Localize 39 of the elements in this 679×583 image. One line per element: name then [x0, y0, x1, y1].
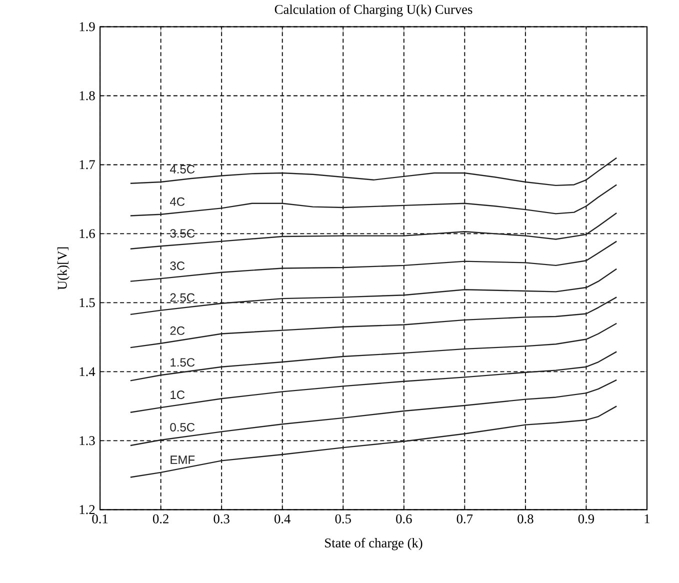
line-series [130, 351, 618, 413]
series-label: 1.5C [170, 358, 195, 367]
series-label: 2.5C [170, 293, 195, 302]
x-tick-label: 0.4 [274, 514, 290, 524]
y-tick-label: 1.6 [80, 229, 95, 238]
x-tick-label: 0.7 [456, 514, 473, 524]
x-tick-label: 0.9 [578, 514, 594, 524]
x-tick-label: 0.1 [92, 514, 108, 524]
y-tick-label: 1.5 [80, 298, 95, 308]
line-series [130, 157, 618, 186]
series-label: 1C [170, 390, 185, 400]
series-label: 4C [170, 197, 185, 206]
line-series [130, 240, 618, 282]
x-tick-label: 1 [644, 514, 650, 524]
y-axis-title: U(k)[V] [57, 247, 70, 290]
y-tick-label: 1.8 [80, 91, 95, 100]
series-label: 3.5C [170, 229, 195, 238]
y-tick-label: 1.9 [80, 22, 95, 32]
y-tick-label: 1.7 [80, 160, 95, 170]
chart-title: Calculation of Charging U(k) Curves [274, 4, 472, 17]
series-label: 3C [170, 262, 185, 270]
line-series [130, 184, 618, 216]
x-tick-label: 0.2 [152, 514, 168, 524]
x-tick-label: 0.3 [214, 514, 230, 524]
x-tick-label: 0.6 [396, 514, 412, 524]
x-axis-title: State of charge (k) [325, 538, 422, 550]
series-label: 0.5C [170, 422, 195, 432]
line-series [130, 322, 618, 382]
line-series [130, 212, 618, 250]
x-tick-label: 0.8 [518, 514, 534, 524]
y-tick-label: 1.3 [80, 436, 95, 446]
series-label: 2C [170, 326, 185, 335]
y-tick-label: 1.4 [80, 367, 96, 376]
y-tick-label: 1.2 [80, 505, 95, 514]
series-label: EMF [170, 456, 195, 464]
line-series [130, 379, 618, 446]
line-series [130, 406, 618, 478]
x-tick-label: 0.5 [335, 514, 351, 524]
series-label: 4.5C [170, 164, 195, 174]
